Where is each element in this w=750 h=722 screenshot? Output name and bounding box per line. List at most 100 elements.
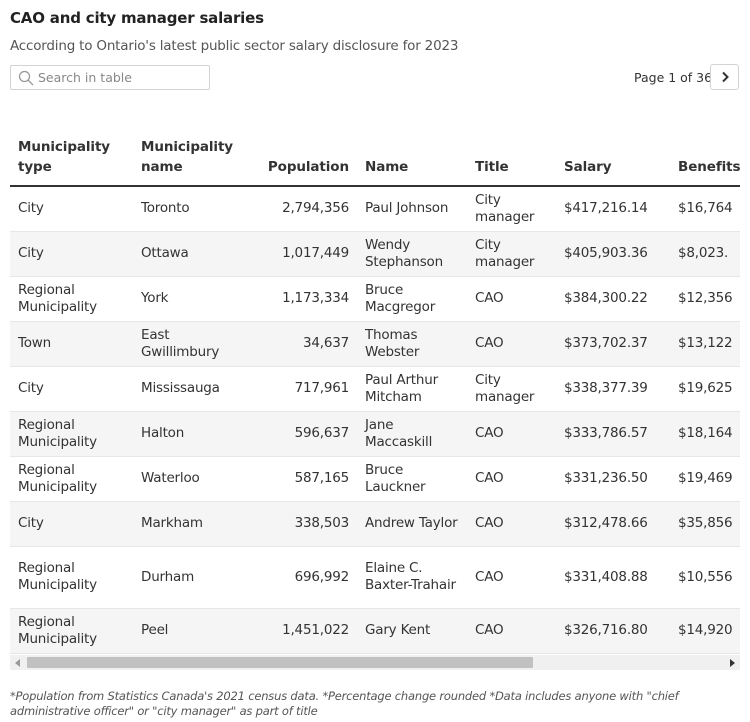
table-row: Regional Municipality Peel 1,451,022 Gar…: [10, 608, 740, 654]
table-row: Regional Municipality Waterloo 587,165 B…: [10, 456, 740, 502]
cell-municipality-name: Mississauga: [133, 366, 246, 412]
cell-name: Thomas Webster: [357, 321, 467, 367]
cell-benefits: $19,469: [670, 456, 740, 502]
cell-municipality-name: Toronto: [133, 186, 246, 232]
table-title: CAO and city manager salaries: [10, 9, 264, 27]
cell-population: 34,637: [246, 321, 357, 367]
table-row: City Mississauga 717,961 Paul Arthur Mit…: [10, 366, 740, 412]
table-row: Regional Municipality York 1,173,334 Bru…: [10, 276, 740, 322]
column-header-municipality-type[interactable]: Municipality type: [10, 130, 133, 187]
cell-salary: $331,236.50: [556, 456, 670, 502]
cell-benefits: $19,625: [670, 366, 740, 412]
table-row: City Ottawa 1,017,449 Wendy Stephanson C…: [10, 231, 740, 277]
arrow-left-icon[interactable]: [13, 655, 23, 670]
cell-title: CAO: [467, 546, 556, 609]
cell-benefits: $18,164: [670, 411, 740, 457]
arrow-right-icon[interactable]: [727, 655, 737, 670]
cell-population: 338,503: [246, 501, 357, 547]
footnote: *Population from Statistics Canada's 202…: [10, 689, 679, 718]
cell-benefits: $12,356: [670, 276, 740, 322]
cell-municipality-type: Regional Municipality: [10, 608, 133, 654]
table-row: City Toronto 2,794,356 Paul Johnson City…: [10, 186, 740, 232]
cell-municipality-name: Durham: [133, 546, 246, 609]
cell-title: City manager: [467, 186, 556, 232]
cell-municipality-type: Regional Municipality: [10, 456, 133, 502]
cell-salary: $417,216.14: [556, 186, 670, 232]
cell-title: CAO: [467, 321, 556, 367]
cell-salary: $331,408.88: [556, 546, 670, 609]
column-header-name[interactable]: Name: [357, 130, 467, 187]
cell-population: 587,165: [246, 456, 357, 502]
chevron-right-icon: [720, 68, 730, 87]
table-row: Town East Gwillimbury 34,637 Thomas Webs…: [10, 321, 740, 367]
cell-salary: $373,702.37: [556, 321, 670, 367]
cell-name: Bruce Lauckner: [357, 456, 467, 502]
cell-population: 1,017,449: [246, 231, 357, 277]
cell-municipality-type: City: [10, 501, 133, 547]
cell-municipality-name: Markham: [133, 501, 246, 547]
cell-municipality-type: Town: [10, 321, 133, 367]
cell-title: CAO: [467, 276, 556, 322]
table-row: Regional Municipality Durham 696,992 Ela…: [10, 546, 740, 609]
cell-title: CAO: [467, 456, 556, 502]
cell-population: 717,961: [246, 366, 357, 412]
cell-benefits: $16,764: [670, 186, 740, 232]
cell-municipality-name: Waterloo: [133, 456, 246, 502]
table-row: Regional Municipality Halton 596,637 Jan…: [10, 411, 740, 457]
table-row: City Markham 338,503 Andrew Taylor CAO $…: [10, 501, 740, 547]
cell-municipality-type: Regional Municipality: [10, 546, 133, 609]
cell-benefits: $8,023.: [670, 231, 740, 277]
column-header-municipality-name[interactable]: Municipality name: [133, 130, 246, 187]
cell-name: Wendy Stephanson: [357, 231, 467, 277]
cell-population: 696,992: [246, 546, 357, 609]
cell-name: Jane Maccaskill: [357, 411, 467, 457]
cell-benefits: $13,122: [670, 321, 740, 367]
table-header-row: Municipality type Municipality name Popu…: [10, 130, 740, 187]
cell-municipality-name: Ottawa: [133, 231, 246, 277]
search-icon: [14, 66, 38, 89]
column-header-population[interactable]: Population: [246, 130, 357, 187]
cell-salary: $312,478.66: [556, 501, 670, 547]
horizontal-scrollbar[interactable]: [10, 655, 740, 670]
data-table: Municipality type Municipality name Popu…: [10, 130, 740, 654]
cell-municipality-name: Halton: [133, 411, 246, 457]
cell-municipality-type: City: [10, 231, 133, 277]
cell-benefits: $35,856: [670, 501, 740, 547]
search-input[interactable]: [38, 70, 203, 85]
cell-municipality-name: East Gwillimbury: [133, 321, 246, 367]
next-page-button[interactable]: [710, 64, 739, 90]
cell-name: Paul Arthur Mitcham: [357, 366, 467, 412]
column-header-title[interactable]: Title: [467, 130, 556, 187]
cell-salary: $326,716.80: [556, 608, 670, 654]
cell-benefits: $14,920: [670, 608, 740, 654]
cell-municipality-type: Regional Municipality: [10, 276, 133, 322]
cell-title: CAO: [467, 411, 556, 457]
cell-municipality-type: City: [10, 186, 133, 232]
cell-salary: $384,300.22: [556, 276, 670, 322]
cell-title: City manager: [467, 366, 556, 412]
data-table-container[interactable]: Municipality type Municipality name Popu…: [10, 130, 740, 655]
cell-municipality-type: City: [10, 366, 133, 412]
cell-salary: $333,786.57: [556, 411, 670, 457]
cell-name: Bruce Macgregor: [357, 276, 467, 322]
cell-benefits: $10,556: [670, 546, 740, 609]
cell-municipality-name: York: [133, 276, 246, 322]
search-box[interactable]: [10, 65, 210, 90]
column-header-salary[interactable]: Salary: [556, 130, 670, 187]
cell-salary: $405,903.36: [556, 231, 670, 277]
cell-title: CAO: [467, 501, 556, 547]
cell-population: 2,794,356: [246, 186, 357, 232]
cell-name: Elaine C. Baxter-Trahair: [357, 546, 467, 609]
cell-municipality-name: Peel: [133, 608, 246, 654]
cell-name: Andrew Taylor: [357, 501, 467, 547]
cell-name: Gary Kent: [357, 608, 467, 654]
cell-population: 1,451,022: [246, 608, 357, 654]
scrollbar-thumb[interactable]: [27, 657, 533, 668]
cell-population: 596,637: [246, 411, 357, 457]
cell-salary: $338,377.39: [556, 366, 670, 412]
cell-municipality-type: Regional Municipality: [10, 411, 133, 457]
table-subtitle: According to Ontario's latest public sec…: [10, 38, 459, 54]
column-header-benefits[interactable]: Benefits: [670, 130, 740, 187]
page-indicator: Page 1 of 36: [634, 70, 713, 85]
cell-population: 1,173,334: [246, 276, 357, 322]
